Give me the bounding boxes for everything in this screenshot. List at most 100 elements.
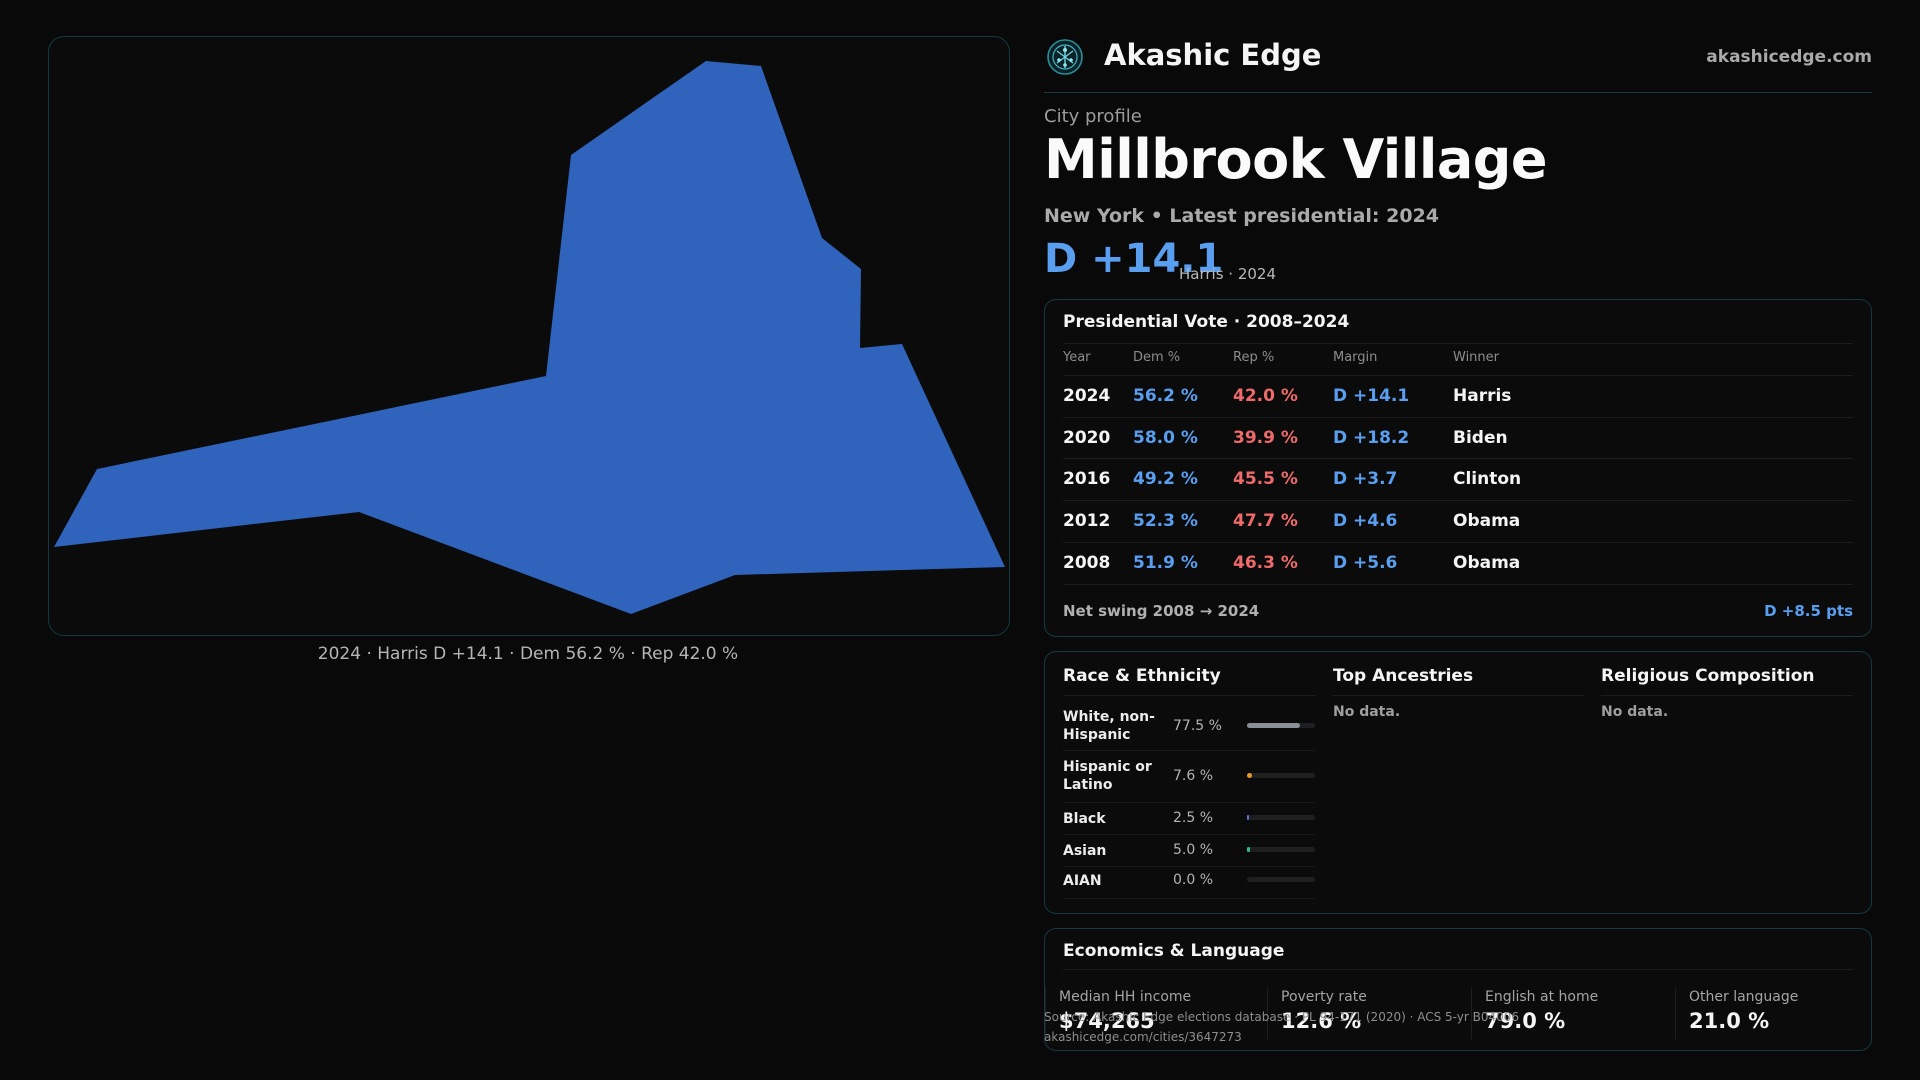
net-swing-label: Net swing 2008 → 2024 [1063, 602, 1260, 620]
page-title: Millbrook Village [1044, 128, 1548, 191]
column-header-rep: Rep % [1233, 350, 1275, 365]
race-name: AIAN [1063, 873, 1102, 889]
race-pct: 5.0 % [1173, 842, 1214, 858]
stat-median-income: Median HH income $74,265 [1045, 987, 1245, 1041]
table-row: 2012 52.3 % 47.7 % D +4.6 Obama [1063, 500, 1853, 542]
cell-margin: D +18.2 [1333, 428, 1410, 448]
stat-label: English at home [1485, 989, 1599, 1005]
race-row: AIAN 0.0 % [1063, 868, 1315, 899]
cell-winner: Harris [1453, 386, 1512, 406]
table-row: 2020 58.0 % 39.9 % D +18.2 Biden [1063, 417, 1853, 459]
page-subtitle: New York • Latest presidential: 2024 [1044, 205, 1440, 227]
cell-rep: 45.5 % [1233, 469, 1298, 489]
net-swing-value: D +8.5 pts [1764, 602, 1853, 620]
cell-dem: 51.9 % [1133, 553, 1198, 573]
cell-margin: D +4.6 [1333, 511, 1398, 531]
cell-margin: D +14.1 [1333, 386, 1410, 406]
stat-value: 79.0 % [1485, 1009, 1566, 1033]
page-eyebrow: City profile [1044, 106, 1142, 127]
race-pct: 77.5 % [1173, 718, 1222, 734]
cell-year: 2016 [1063, 469, 1111, 489]
race-row: White, non-Hispanic 77.5 % [1063, 704, 1315, 751]
stat-label: Poverty rate [1281, 989, 1367, 1005]
cell-year: 2020 [1063, 428, 1111, 448]
column-header-year: Year [1063, 350, 1091, 365]
race-bar-track [1247, 877, 1315, 882]
source-footnote: Source: Akashic Edge elections database … [1044, 1007, 1519, 1047]
demographics-panel: Race & Ethnicity White, non-Hispanic 77.… [1044, 651, 1872, 914]
stat-label: Median HH income [1059, 989, 1192, 1005]
cell-dem: 49.2 % [1133, 469, 1198, 489]
map-card [48, 36, 1010, 636]
cell-margin: D +3.7 [1333, 469, 1398, 489]
race-row: Black 2.5 % [1063, 804, 1315, 835]
source-text: Source: Akashic Edge elections database … [1044, 1010, 1520, 1024]
stat-label: Other language [1689, 989, 1799, 1005]
cell-rep: 42.0 % [1233, 386, 1298, 406]
cell-margin: D +5.6 [1333, 553, 1398, 573]
table-row: 2008 51.9 % 46.3 % D +5.6 Obama [1063, 542, 1853, 585]
tree-of-life-icon [1047, 39, 1083, 75]
cell-rep: 47.7 % [1233, 511, 1298, 531]
stat-other-language: Other language 21.0 % [1675, 987, 1875, 1041]
source-url[interactable]: akashicedge.com/cities/3647273 [1044, 1030, 1242, 1044]
cell-winner: Clinton [1453, 469, 1522, 489]
map-caption: 2024 · Harris D +14.1 · Dem 56.2 % · Rep… [317, 644, 739, 664]
column-header-margin: Margin [1333, 350, 1378, 365]
table-row: 2016 49.2 % 45.5 % D +3.7 Clinton [1063, 458, 1853, 500]
latest-margin-note: Harris · 2024 [1179, 265, 1277, 283]
race-bar-fill [1247, 773, 1253, 778]
divider [1045, 987, 1046, 1039]
table-row: 2024 56.2 % 42.0 % D +14.1 Harris [1063, 375, 1853, 417]
city-boundary-map [54, 61, 1005, 614]
ancestries-column: Top Ancestries No data. [1333, 652, 1585, 912]
race-bar-track [1247, 723, 1315, 728]
race-pct: 2.5 % [1173, 810, 1214, 826]
brand-name: Akashic Edge [1104, 38, 1322, 72]
race-name: Asian [1063, 843, 1107, 859]
divider [1063, 343, 1853, 344]
economics-title: Economics & Language [1063, 941, 1285, 961]
divider [1063, 969, 1853, 970]
panel-title: Presidential Vote · 2008–2024 [1063, 312, 1350, 332]
cell-year: 2008 [1063, 553, 1111, 573]
race-ethnicity-column: Race & Ethnicity White, non-Hispanic 77.… [1063, 652, 1315, 912]
race-bar-fill [1247, 723, 1300, 728]
city-boundary-shape [54, 61, 1005, 614]
race-name: White, non-Hispanic [1063, 709, 1155, 743]
religion-empty: No data. [1601, 704, 1669, 720]
race-pct: 7.6 % [1173, 768, 1214, 784]
ancestries-title: Top Ancestries [1333, 666, 1474, 686]
divider [1471, 987, 1472, 1039]
brand-header: Akashic Edge akashicedge.com [1044, 36, 1872, 93]
race-name: Hispanic or Latino [1063, 759, 1152, 793]
latest-margin: D +14.1 [1044, 236, 1224, 282]
divider [1601, 695, 1853, 696]
religion-title: Religious Composition [1601, 666, 1815, 686]
race-row: Hispanic or Latino 7.6 % [1063, 752, 1315, 803]
column-header-dem: Dem % [1133, 350, 1181, 365]
race-bar-track [1247, 847, 1315, 852]
stat-english-at-home: English at home 79.0 % [1471, 987, 1671, 1041]
cell-winner: Obama [1453, 553, 1521, 573]
brand-site-link[interactable]: akashicedge.com [1706, 47, 1872, 67]
column-header-winner: Winner [1453, 350, 1500, 365]
cell-dem: 56.2 % [1133, 386, 1198, 406]
cell-rep: 46.3 % [1233, 553, 1298, 573]
ancestries-empty: No data. [1333, 704, 1401, 720]
cell-winner: Obama [1453, 511, 1521, 531]
race-bar-track [1247, 773, 1315, 778]
stat-poverty-rate: Poverty rate 12.6 % [1267, 987, 1467, 1041]
race-bar-track [1247, 815, 1315, 820]
race-name: Black [1063, 811, 1106, 827]
race-bar-fill [1247, 815, 1250, 820]
stat-value: 12.6 % [1281, 1009, 1362, 1033]
race-row: Asian 5.0 % [1063, 836, 1315, 867]
race-ethnicity-title: Race & Ethnicity [1063, 666, 1221, 686]
cell-year: 2024 [1063, 386, 1111, 406]
divider [1063, 695, 1315, 696]
religion-column: Religious Composition No data. [1601, 652, 1853, 912]
stat-value: 21.0 % [1689, 1009, 1770, 1033]
cell-dem: 58.0 % [1133, 428, 1198, 448]
race-pct: 0.0 % [1173, 872, 1214, 888]
